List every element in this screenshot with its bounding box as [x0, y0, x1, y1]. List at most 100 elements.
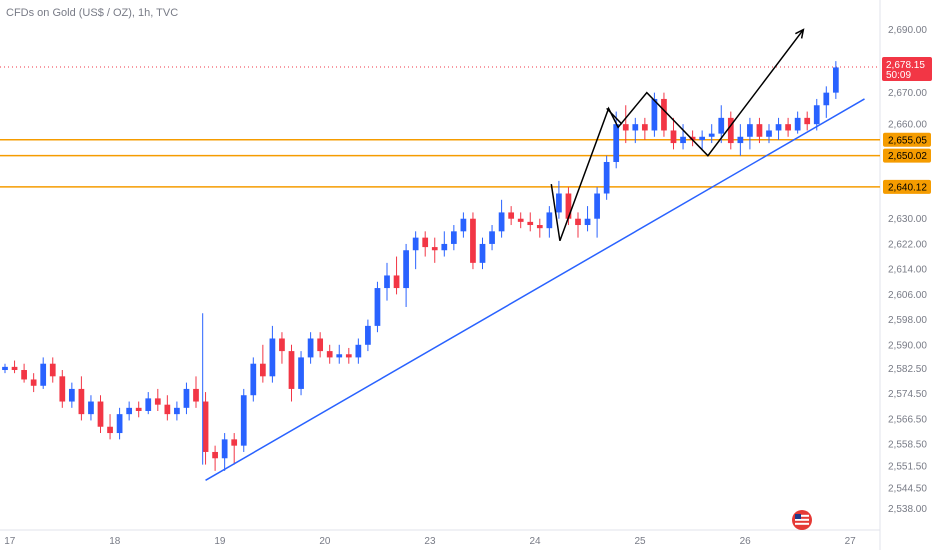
candle-body[interactable] [326, 351, 333, 358]
candle-body[interactable] [183, 388, 190, 408]
candle-body[interactable] [88, 401, 94, 415]
candle-body[interactable] [393, 275, 400, 289]
y-tick-label: 2,598.00 [888, 315, 927, 326]
candle-body[interactable] [498, 212, 505, 232]
candle-body[interactable] [345, 354, 352, 358]
candle-body[interactable] [221, 439, 228, 459]
tradingview-flag-icon[interactable] [792, 510, 812, 530]
candle-body[interactable] [661, 98, 667, 131]
candle-body[interactable] [718, 117, 725, 134]
candle-body[interactable] [727, 117, 734, 144]
candle-body[interactable] [384, 275, 390, 289]
candle-body[interactable] [116, 414, 123, 434]
candle-body[interactable] [11, 366, 18, 371]
candle-body[interactable] [651, 98, 658, 131]
candle-body[interactable] [2, 366, 8, 371]
candle-body[interactable] [30, 379, 37, 386]
candle-body[interactable] [594, 193, 600, 219]
candle-body[interactable] [97, 401, 104, 427]
candle-body[interactable] [250, 363, 257, 396]
candle-body[interactable] [804, 117, 811, 125]
candle-body[interactable] [641, 124, 648, 131]
candle-body[interactable] [126, 407, 133, 415]
candle-body[interactable] [107, 426, 113, 434]
candle-body[interactable] [603, 161, 610, 194]
candle-body[interactable] [40, 363, 47, 386]
candle-body[interactable] [317, 338, 324, 352]
y-tick-label: 2,566.50 [888, 414, 927, 425]
candle-body[interactable] [479, 243, 486, 263]
candle-body[interactable] [680, 136, 686, 144]
candle-body[interactable] [365, 325, 371, 345]
candle-body[interactable] [794, 117, 801, 131]
candle-body[interactable] [670, 130, 677, 144]
candle-body[interactable] [832, 67, 839, 93]
candle-body[interactable] [336, 354, 343, 358]
x-tick-label: 24 [529, 536, 541, 547]
candle-body[interactable] [193, 388, 199, 402]
candle-body[interactable] [145, 398, 152, 411]
candle-body[interactable] [785, 124, 791, 131]
candle-body[interactable] [756, 124, 763, 137]
y-tick-label: 2,690.00 [888, 25, 927, 36]
y-tick-label: 2,544.50 [888, 484, 927, 495]
candle-body[interactable] [823, 92, 830, 106]
candle-body[interactable] [240, 395, 247, 446]
candle-body[interactable] [68, 388, 75, 402]
y-tick-label: 2,660.00 [888, 120, 927, 131]
candle-body[interactable] [508, 212, 515, 219]
candle-body[interactable] [613, 124, 620, 162]
candle-body[interactable] [737, 136, 744, 144]
candle-body[interactable] [269, 338, 276, 377]
candle-body[interactable] [489, 231, 495, 244]
candle-body[interactable] [49, 363, 56, 377]
candle-body[interactable] [527, 221, 534, 226]
candle-body[interactable] [708, 133, 715, 137]
candle-body[interactable] [556, 193, 562, 213]
candle-body[interactable] [689, 136, 696, 140]
candle-body[interactable] [307, 338, 314, 358]
candle-body[interactable] [164, 404, 171, 415]
candle-body[interactable] [747, 124, 753, 137]
candle-body[interactable] [699, 136, 706, 140]
candle-body[interactable] [174, 407, 180, 415]
candle-body[interactable] [154, 398, 161, 405]
candle-body[interactable] [231, 439, 238, 446]
candle-body[interactable] [403, 250, 409, 289]
candle-body[interactable] [21, 370, 27, 380]
candle-body[interactable] [135, 407, 142, 411]
candle-body[interactable] [202, 401, 209, 452]
trend-line[interactable] [205, 98, 865, 481]
candle-body[interactable] [565, 193, 572, 219]
candle-body[interactable] [775, 124, 782, 131]
candle-body[interactable] [78, 388, 85, 415]
forecast-path[interactable] [550, 29, 804, 242]
candle-body[interactable] [622, 124, 629, 131]
candle-body[interactable] [575, 218, 581, 226]
candle-body[interactable] [298, 357, 304, 389]
candle-body[interactable] [355, 344, 362, 358]
candle-body[interactable] [279, 338, 285, 352]
candle-body[interactable] [584, 218, 591, 226]
y-tick-label: 2,630.00 [888, 214, 927, 225]
candle-body[interactable] [259, 363, 266, 377]
candle-body[interactable] [374, 288, 381, 326]
candle-body[interactable] [59, 376, 66, 402]
candle-body[interactable] [441, 243, 448, 251]
candle-body[interactable] [288, 351, 295, 389]
candle-body[interactable] [422, 237, 429, 248]
candle-body[interactable] [212, 451, 218, 459]
candle-body[interactable] [450, 231, 457, 244]
candle-body[interactable] [546, 212, 553, 229]
candle-body[interactable] [632, 124, 639, 131]
candle-body[interactable] [517, 218, 524, 222]
candle-body[interactable] [766, 130, 772, 137]
candle-body[interactable] [460, 218, 467, 232]
candle-body[interactable] [470, 218, 476, 263]
candle-body[interactable] [813, 105, 820, 125]
candle-body[interactable] [536, 225, 543, 229]
candle-body[interactable] [431, 247, 438, 251]
candle-body[interactable] [412, 237, 419, 251]
